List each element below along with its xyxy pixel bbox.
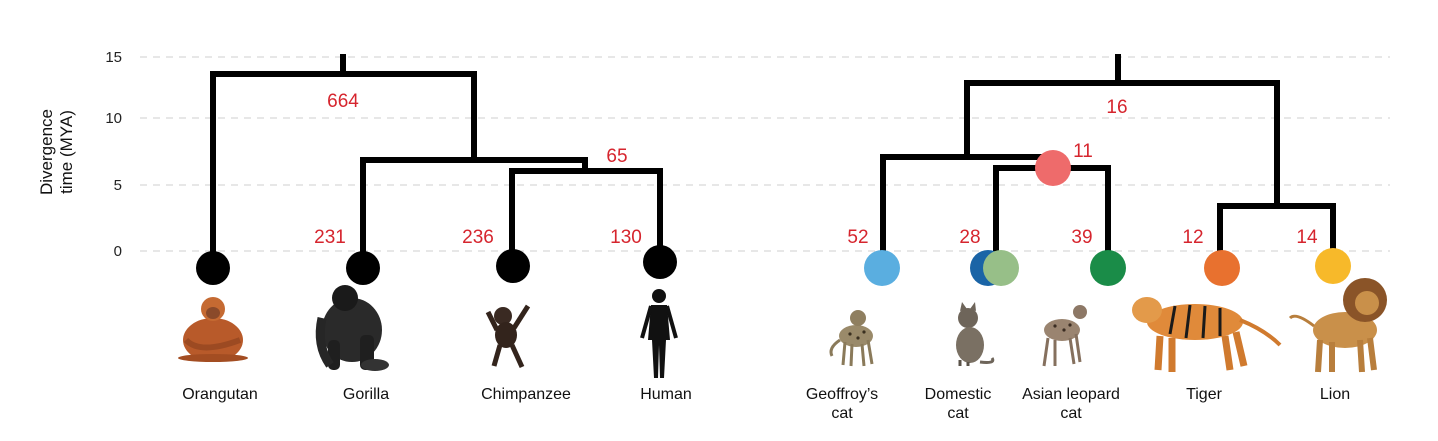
chimp-human-branch [509,168,663,271]
african-apes-branch [360,157,588,271]
lion-label: Lion [1320,386,1350,403]
tick-10: 10 [105,110,122,127]
axis-title: Divergence time (MYA) [37,109,76,195]
asian-leopard-cat-node [1090,250,1126,286]
tick-5: 5 [114,177,122,194]
asian-leopard-cat-count: 39 [1071,227,1092,248]
y-axis: 15 10 5 0 Divergence time (MYA) [37,49,122,260]
domestic-cat-count: 28 [959,227,980,248]
geoffroys-cat-node [864,250,900,286]
gorilla-image [315,285,389,371]
tick-15: 15 [105,49,122,66]
felid-root-count: 16 [1106,97,1127,118]
small-cats-count: 11 [1073,141,1093,162]
axis-title-line2: time (MYA) [57,110,76,194]
tiger-count: 12 [1182,227,1203,248]
chimpanzee-image [485,304,531,369]
primate-tree: 664 65 231 236 130 [196,54,677,285]
axis-title-line1: Divergence [37,109,56,195]
human-label: Human [640,386,692,403]
felid-root-branch [964,80,1280,209]
gorilla-node [346,251,380,285]
orangutan-label: Orangutan [182,386,258,403]
gorilla-count: 231 [314,227,346,248]
domestic-cat-label-line2: cat [947,405,969,422]
lion-count: 14 [1296,227,1318,248]
gridlines [140,56,1390,252]
small-cats-branch [880,154,1053,271]
domestic-cat-node-secondary [983,250,1019,286]
primate-root-branch [210,71,477,271]
human-silhouette-image [640,289,678,378]
tiger-node [1204,250,1240,286]
chimpanzee-count: 236 [462,227,494,248]
chimpanzee-label: Chimpanzee [481,386,571,403]
geoffroys-cat-label: Geoffroy’s [806,386,878,403]
human-count: 130 [610,227,642,248]
asian-leopard-cat-image [1042,305,1087,367]
gorilla-label: Gorilla [343,386,389,403]
tiger-label: Tiger [1186,386,1223,403]
human-node [643,245,677,279]
lion-image [1288,278,1387,373]
asian-leopard-cat-label-line2: cat [1060,405,1082,422]
felid-tree: 16 11 52 28 39 12 14 [847,54,1351,286]
tiger-image [1132,297,1282,372]
small-cats-node [1035,150,1071,186]
lion-node [1315,248,1351,284]
african-apes-count: 65 [606,146,627,167]
geoffroys-cat-label-line2: cat [831,405,853,422]
geoffroys-cat-image [829,310,874,367]
domestic-cat-label: Domestic [925,386,992,403]
orangutan-image [178,297,248,362]
domestic-cat-image [956,302,995,366]
tiger-lion-branch [1217,203,1336,268]
tick-0: 0 [114,243,122,260]
asian-leopard-cat-label: Asian leopard [1022,386,1120,403]
geoffroys-cat-count: 52 [847,227,868,248]
chimpanzee-node [496,249,530,283]
orangutan-node [196,251,230,285]
primate-root-count: 664 [327,91,359,112]
